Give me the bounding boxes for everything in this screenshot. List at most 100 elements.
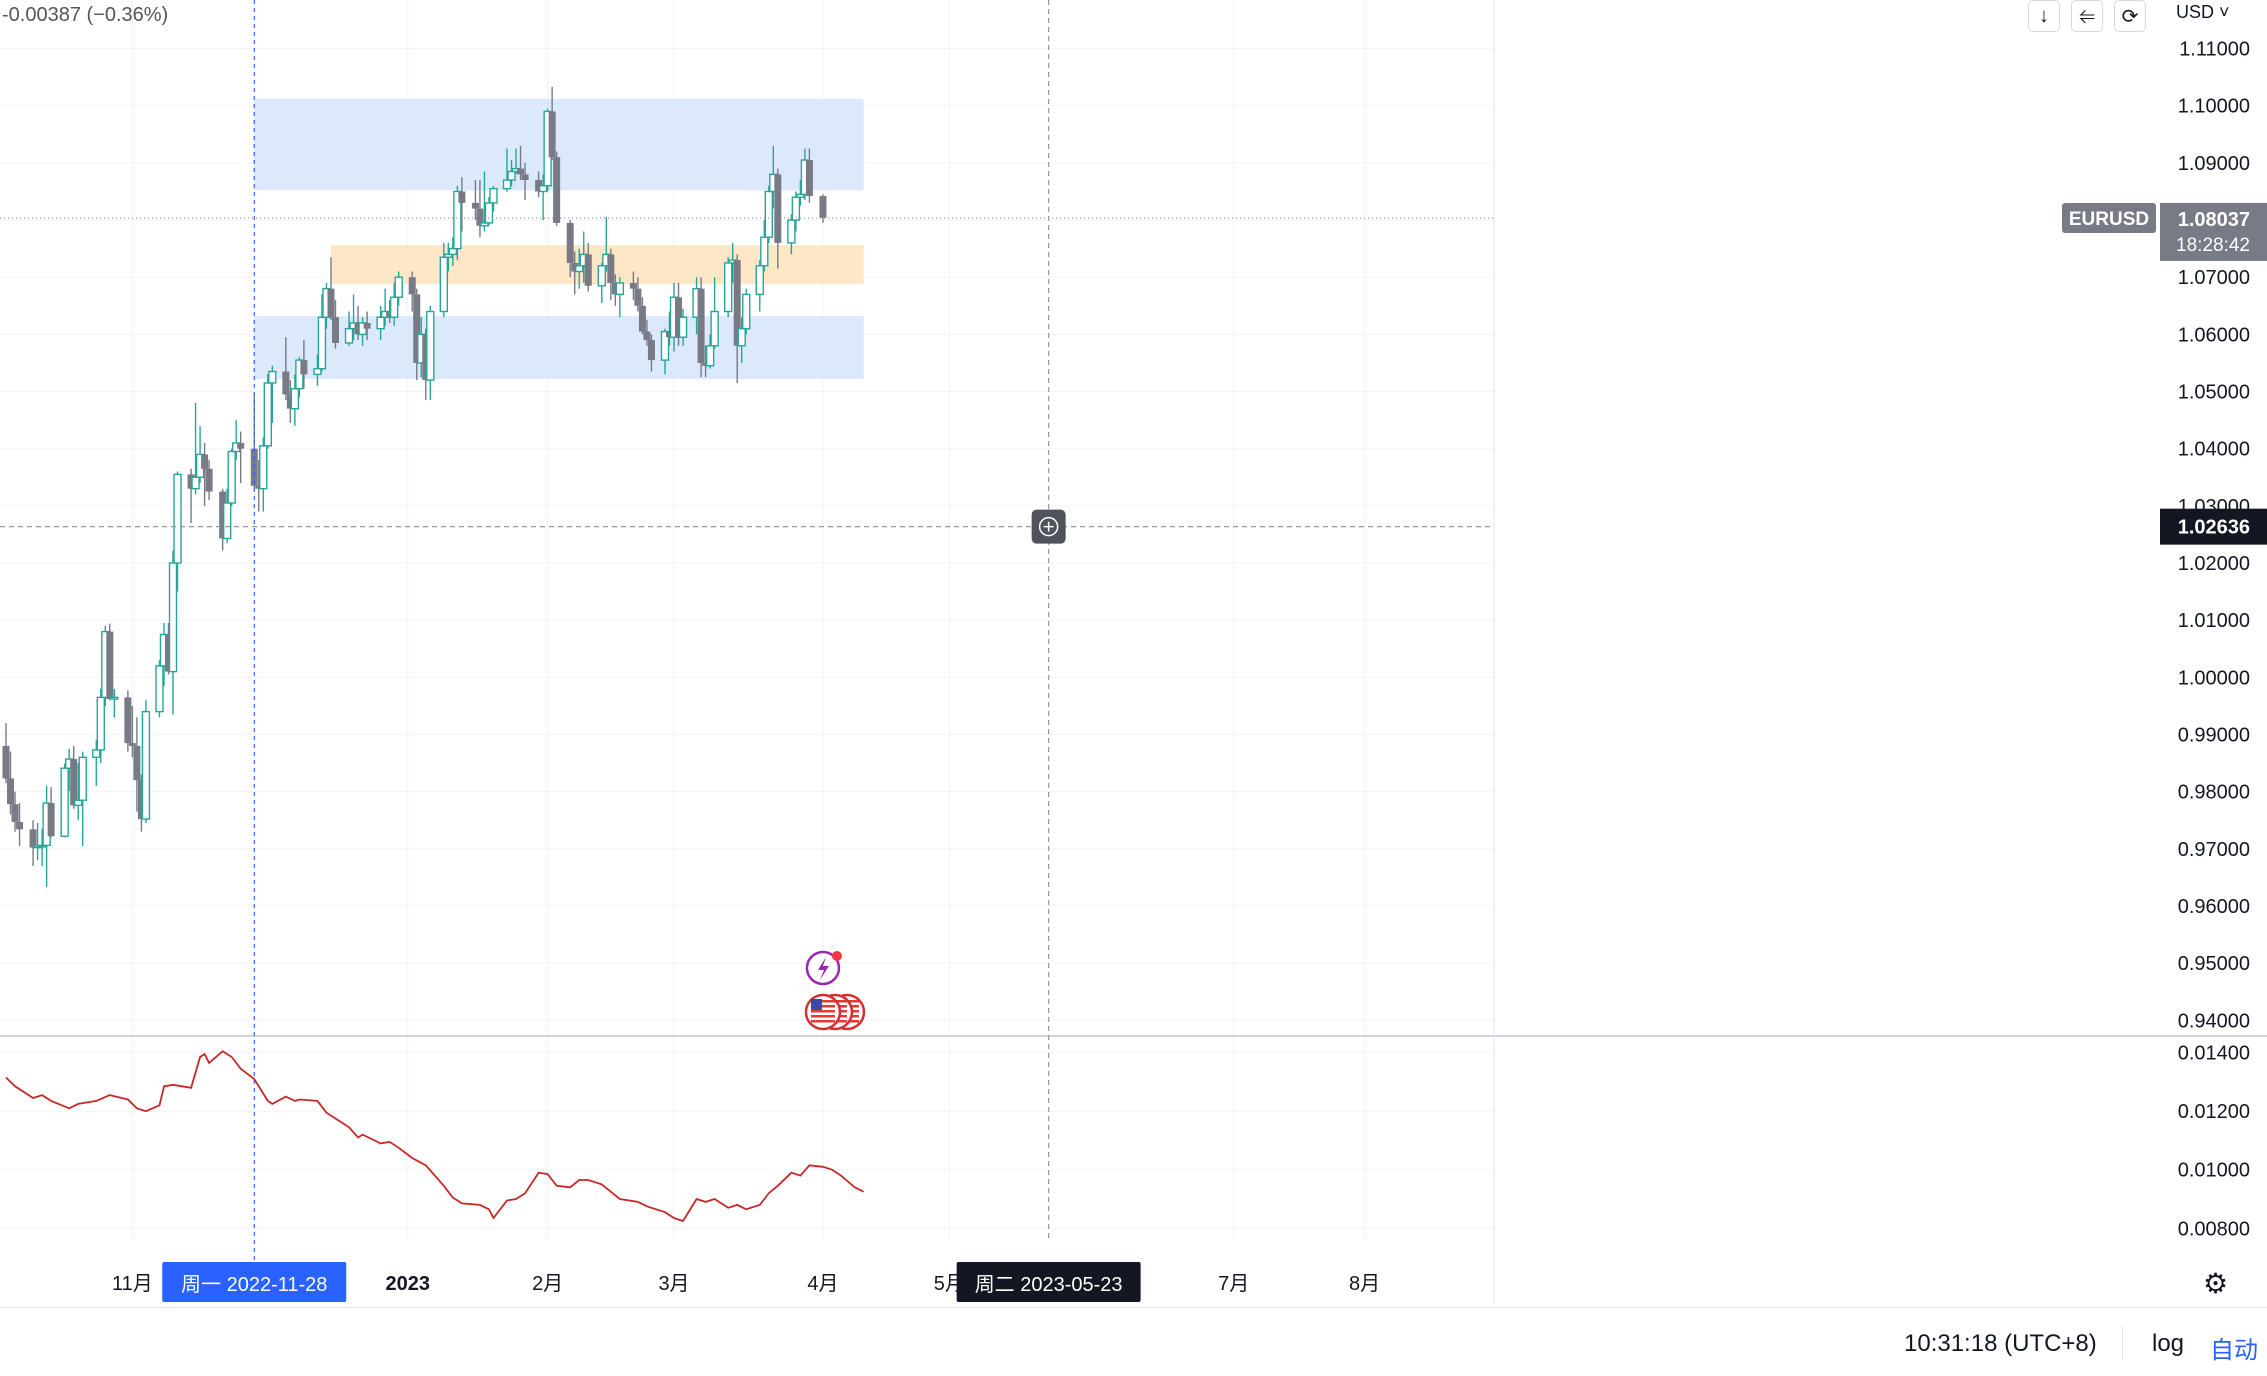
arrow-down-icon: ↓ [2039,4,2049,27]
candle-body [255,485,263,489]
gear-icon[interactable]: ⚙ [2203,1268,2229,1299]
price-tick-label: 1.06000 [2178,324,2250,346]
crosshair-price-label: 1.02636 [2178,517,2250,539]
flag-stripe [810,1000,835,1003]
candle-body [237,442,245,449]
candle-body [796,193,805,198]
candle-body [697,288,705,363]
selected-date-bg [162,1262,347,1302]
candle-body [187,474,195,489]
flag-stripe [810,1005,835,1008]
price-tick-label: 1.09000 [2178,153,2250,175]
candle-body [458,191,466,203]
selected-date-label: 周一 2022-11-28 [181,1274,327,1296]
log-scale-button[interactable]: log [2152,1330,2185,1357]
reset-button[interactable]: ⟳ [2114,0,2146,32]
candle-body [47,803,55,837]
candle-body [70,759,78,806]
candle-body [128,743,136,746]
price-tick-label: 1.02000 [2178,553,2250,575]
time-tick-label: 2月 [532,1273,563,1295]
candle-body [313,367,322,376]
symbol-label-bg [2062,202,2156,233]
candle-body [137,780,145,820]
price-tick-label: 0.98000 [2178,782,2250,804]
scroll-down-button[interactable]: ↓ [2028,0,2060,32]
candle-body [665,331,673,338]
candle-body [553,157,561,223]
candle-body [755,265,764,296]
last-price-label: 1.08037 [2178,209,2250,231]
candle-body [2,745,10,779]
collapse-icon: ⥢ [2079,4,2095,27]
blue-zone [254,316,864,379]
symbol-label: EURUSD [2069,209,2149,230]
candle-body [74,799,83,807]
candle-body [155,665,164,713]
candle-body [168,562,178,673]
lightning-bolt [817,957,829,980]
currency-selector[interactable]: USD ˅ [2176,2,2230,23]
candle-body [331,317,339,343]
crosshair-date-bg [956,1262,1141,1302]
candle-body [354,322,362,335]
candle-body [439,256,449,313]
candle-body [413,294,421,363]
price-tick-label: 0.94000 [2178,1010,2250,1032]
candle-body [37,844,47,848]
candle-body [290,387,300,410]
candle-body [422,334,430,381]
flag-canton [810,999,822,1010]
candle-body [408,277,416,295]
candle-body [737,327,746,347]
candle-body [78,756,87,801]
time-tick-label: 3月 [658,1273,689,1295]
candle-body [16,821,24,830]
currency-label: USD [2176,2,2215,22]
candle-body [502,179,512,190]
us-flag-icon[interactable] [804,993,842,1031]
plus-icon [1038,516,1059,537]
price-tick-label: 1.11000 [2179,39,2250,61]
flag-stripe [810,1010,835,1013]
candle-body [805,160,813,197]
candle-body [742,293,751,330]
candle-body [426,310,435,381]
candle-body [705,345,715,367]
candle-body [173,473,182,564]
candle-body [444,253,453,258]
auto-scale-button[interactable]: 自动 [2210,1337,2258,1364]
candle-body [389,296,399,318]
candle-body [327,288,335,318]
candle-body [259,445,268,490]
candle-body [453,190,462,250]
flag-stripe [810,1015,835,1018]
candle-body [548,111,556,158]
status-bar [0,1307,2267,1372]
candle-body [268,370,277,384]
indicator-tick-label: 0.01400 [2178,1043,2250,1065]
candle-body [7,778,15,805]
candle-body [566,222,574,263]
crosshair-price-bg [2160,508,2267,545]
price-tick-label: 1.05000 [2178,382,2250,404]
candle-body [394,276,403,298]
clock[interactable]: 10:31:18 (UTC+8) [1904,1330,2097,1357]
time-tick-label: 8月 [1349,1273,1380,1295]
candle-body [584,254,592,286]
candle-body [535,180,543,192]
collapse-button[interactable]: ⥢ [2071,0,2103,32]
lightning-icon[interactable] [805,950,842,986]
add-alert-button[interactable] [1031,509,1066,544]
candle-body [386,311,394,318]
candle-body [227,450,236,504]
candle-body [263,382,272,447]
candle-body [538,185,548,193]
candle-body [124,697,132,744]
price-tick-label: 0.95000 [2178,953,2250,975]
candle-body [678,316,688,338]
price-tick-label: 0.97000 [2178,839,2250,861]
reset-icon: ⟳ [2121,5,2139,28]
